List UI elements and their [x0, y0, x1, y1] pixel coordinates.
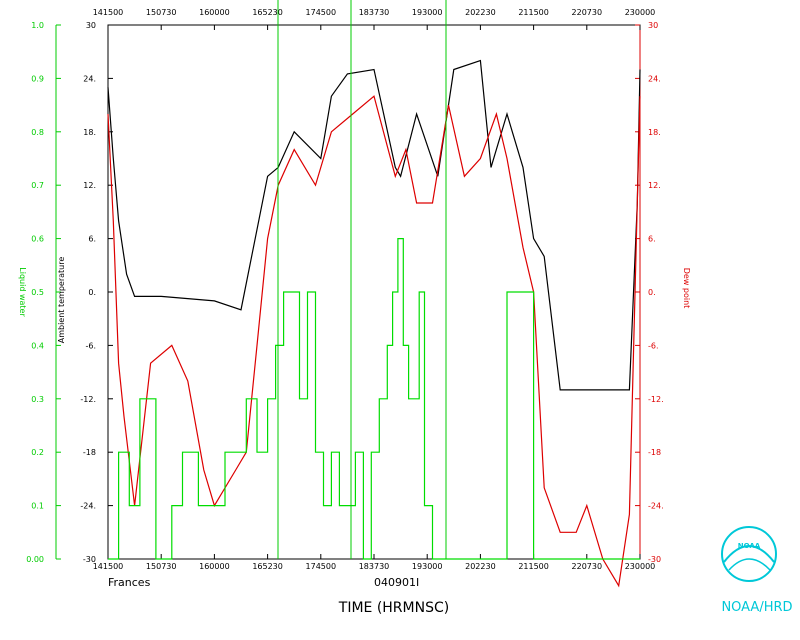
x-tick-label-top: 160000 [199, 8, 230, 17]
noaa-emblem-text: NOAA [738, 542, 761, 550]
dewpoint-tick-label: 24. [648, 74, 661, 83]
x-tick-label-bottom: 150730 [146, 562, 177, 571]
x-tick-label-top: 183730 [359, 8, 390, 17]
x-tick-label-bottom: 220730 [572, 562, 603, 571]
series-layer [107, 59, 641, 588]
dewpoint-tick-label: -6. [648, 341, 659, 350]
liquid-water-axis-title: Liquid water [18, 267, 27, 317]
x-tick-label-bottom: 141500 [93, 562, 124, 571]
liquid-water-tick-label: 0.00 [26, 555, 44, 564]
tick-layer: 141500 141500 150730 150730 160000 160000 1652… [26, 8, 663, 571]
ambient-tick-label: -12. [80, 395, 96, 404]
x-tick-label-bottom: 193000 [412, 562, 443, 571]
liquid-water-tick-label: 0.3 [31, 395, 44, 404]
x-tick-label-top: 150730 [146, 8, 177, 17]
liquid-water-tick-label: 0.5 [31, 288, 44, 297]
dewpoint-tick-label: -12. [648, 395, 664, 404]
liquid-water-tick-label: 0.1 [31, 502, 44, 511]
x-axis-title: TIME (HRMNSC) [338, 600, 449, 616]
dewpoint-tick-label: 18. [648, 128, 661, 137]
x-tick-label-bottom: 211500 [518, 562, 549, 571]
liquid-water-series-line [108, 238, 640, 560]
x-tick-label-top: 174500 [306, 8, 337, 17]
liquid-water-tick-label: 0.9 [31, 74, 44, 83]
dewpoint-tick-label: 0. [648, 288, 656, 297]
dewpoint-tick-label: 30 [648, 21, 658, 30]
dew-point-axis-title: Dew point [682, 268, 691, 309]
ambient-tick-label: 6. [88, 235, 96, 244]
x-tick-label-top: 202230 [465, 8, 496, 17]
x-tick-label-bottom: 160000 [199, 562, 230, 571]
liquid-water-tick-label: 0.2 [31, 448, 44, 457]
flight-id: 040901I [374, 576, 419, 589]
x-tick-label-top: 220730 [572, 8, 603, 17]
x-tick-label-top: 165230 [252, 8, 283, 17]
liquid-water-tick-label: 0.4 [31, 341, 44, 350]
liquid-water-tick-label: 0.7 [31, 181, 44, 190]
ambient-tick-label: 18. [83, 128, 96, 137]
dewpoint-tick-label: -24. [648, 502, 664, 511]
ambient-tick-label: 12. [83, 181, 96, 190]
ambient-tick-label: 0. [88, 288, 96, 297]
noaa-logo: NOAA [721, 526, 777, 582]
ambient-temperature-series-line [107, 59, 641, 391]
ambient-tick-label: -24. [80, 502, 96, 511]
liquid-water-tick-label: 1.0 [31, 21, 44, 30]
ambient-tick-label: -18 [83, 448, 96, 457]
dewpoint-tick-label: -18 [648, 448, 661, 457]
x-tick-label-top: 230000 [625, 8, 656, 17]
plot-frame [107, 24, 641, 560]
ambient-temperature-axis-title: Ambient temperature [57, 257, 66, 344]
x-tick-label-bottom: 165230 [252, 562, 283, 571]
dew-point-series-line [107, 95, 641, 588]
x-tick-label-top: 211500 [518, 8, 549, 17]
dewpoint-tick-label: -30 [648, 555, 661, 564]
ambient-tick-label: -6. [85, 341, 96, 350]
x-tick-label-bottom: 183730 [359, 562, 390, 571]
dewpoint-tick-label: 12. [648, 181, 661, 190]
liquid-water-tick-label: 0.8 [31, 128, 44, 137]
storm-name: Frances [108, 576, 151, 589]
ambient-tick-label: 24. [83, 74, 96, 83]
liquid-water-tick-label: 0.6 [31, 235, 44, 244]
ambient-tick-label: -30 [83, 555, 96, 564]
dewpoint-tick-label: 6. [648, 235, 656, 244]
x-tick-label-top: 141500 [93, 8, 124, 17]
x-tick-label-bottom: 202230 [465, 562, 496, 571]
x-tick-label-bottom: 230000 [625, 562, 656, 571]
noaa-hrd-label: NOAA/HRD [721, 600, 792, 615]
ambient-tick-label: 30 [86, 21, 96, 30]
x-tick-label-bottom: 174500 [306, 562, 337, 571]
x-tick-label-top: 193000 [412, 8, 443, 17]
